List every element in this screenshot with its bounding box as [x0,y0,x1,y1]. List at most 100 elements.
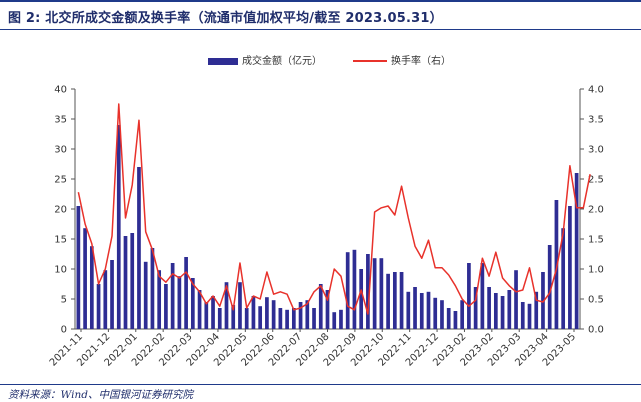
bar-turnover-amount [271,300,276,329]
bar-turnover-amount [278,308,283,329]
bar-turnover-amount [150,248,155,329]
y-right-tick-label: 2.5 [588,175,604,186]
legend-item-line: 换手率（右） [353,52,451,67]
bar-turnover-amount [217,308,222,329]
bar-turnover-amount [473,287,478,329]
bar-turnover-amount [177,276,182,329]
bar-turnover-amount [157,270,162,329]
bar-turnover-amount [392,272,397,329]
line-turnover-rate [77,103,591,315]
y-right-tick-label: 4.0 [588,85,604,96]
bar-turnover-amount [574,173,579,329]
bar-turnover-amount [204,302,209,329]
bar-turnover-amount [568,206,572,329]
bar-turnover-amount [96,284,101,329]
y-left-tick-label: 25 [54,175,67,186]
bar-turnover-amount [561,228,566,329]
y-left-tick-label: 15 [54,235,67,246]
bar-turnover-amount [83,228,87,329]
bar-turnover-amount [453,311,458,329]
bar-turnover-amount [197,290,202,329]
bar-turnover-amount [137,167,141,329]
y-right-tick-label: 0.0 [588,325,604,336]
bar-turnover-amount [500,296,505,329]
bar-turnover-amount [534,291,539,329]
bar-turnover-amount [164,284,168,329]
bar-turnover-amount [265,297,269,329]
bar-turnover-amount [554,200,559,329]
y-right-tick-label: 0.5 [588,295,604,306]
bar-turnover-amount [345,252,350,329]
bar-turnover-amount [291,308,296,329]
bar-turnover-amount [238,282,242,329]
bar-turnover-amount [325,290,330,329]
bar-turnover-amount [339,309,343,329]
bar-turnover-amount [352,249,357,329]
bar-turnover-amount [507,290,512,329]
bar-turnover-amount [446,308,451,329]
bar-turnover-amount [184,257,188,329]
y-right-tick-label: 1.0 [588,265,604,276]
figure-title-bar: 图 2: 北交所成交金额及换手率（流通市值加权平均/截至 2023.05.31） [0,0,641,30]
bar-turnover-amount [103,270,108,329]
bar-turnover-amount [487,287,491,329]
bar-turnover-amount [520,302,525,329]
bar-turnover-amount [419,293,424,329]
bar-turnover-amount [130,233,135,329]
source-note: 资料来源：Wind、中国银河证券研究院 [8,389,193,401]
bar-turnover-amount [514,270,518,329]
y-left-tick-label: 30 [54,145,67,156]
bar-turnover-amount [541,272,545,329]
bar-turnover-amount [298,302,303,329]
bar-turnover-amount [386,273,390,329]
bar-turnover-amount [89,246,94,329]
y-left-tick-label: 40 [54,85,67,96]
bar-turnover-amount [406,291,411,329]
y-left-tick-label: 0 [61,325,67,336]
bar-turnover-amount [231,305,236,329]
bar-turnover-amount [190,278,195,329]
bar-turnover-amount [399,272,404,329]
bar-turnover-amount [305,300,310,329]
bar-turnover-amount [76,206,81,329]
bar-turnover-amount [359,269,364,329]
bar-turnover-amount [379,258,384,329]
bar-turnover-amount [440,300,444,329]
legend-line-swatch [353,60,387,62]
bar-turnover-amount [211,296,215,329]
y-right-tick-label: 2.0 [588,205,604,216]
bar-turnover-amount [426,291,431,329]
source-bar: 资料来源：Wind、中国银河证券研究院 [0,384,641,401]
bar-turnover-amount [285,309,289,329]
bar-turnover-amount [467,263,471,329]
legend-label-line: 换手率（右） [391,56,451,67]
bar-turnover-amount [123,236,128,329]
bar-turnover-amount [480,263,485,329]
bar-turnover-amount [251,296,256,329]
y-right-tick-label: 3.0 [588,145,604,156]
y-right-tick-label: 1.5 [588,235,604,246]
legend-bar-swatch [208,57,238,65]
bar-turnover-amount [433,297,438,329]
bar-turnover-amount [527,303,532,329]
bar-turnover-amount [170,263,175,329]
bar-turnover-amount [224,282,229,329]
bar-turnover-amount [110,260,114,329]
bar-turnover-amount [312,308,316,329]
bar-turnover-amount [413,287,417,329]
bar-turnover-amount [372,258,377,329]
bar-turnover-amount [244,308,249,329]
y-left-tick-label: 35 [54,115,67,126]
bar-turnover-amount [332,312,337,329]
bar-turnover-amount [460,300,465,329]
chart-legend: 成交金额（亿元） 换手率（右） [0,52,641,68]
bar-turnover-amount [116,125,121,329]
bar-turnover-amount [547,245,552,329]
y-left-tick-label: 20 [54,205,67,216]
bar-turnover-amount [493,293,498,329]
bar-turnover-amount [143,261,148,329]
y-left-tick-label: 5 [61,295,67,306]
figure-title: 图 2: 北交所成交金额及换手率（流通市值加权平均/截至 2023.05.31） [8,11,443,26]
legend-label-bar: 成交金额（亿元） [242,56,322,67]
